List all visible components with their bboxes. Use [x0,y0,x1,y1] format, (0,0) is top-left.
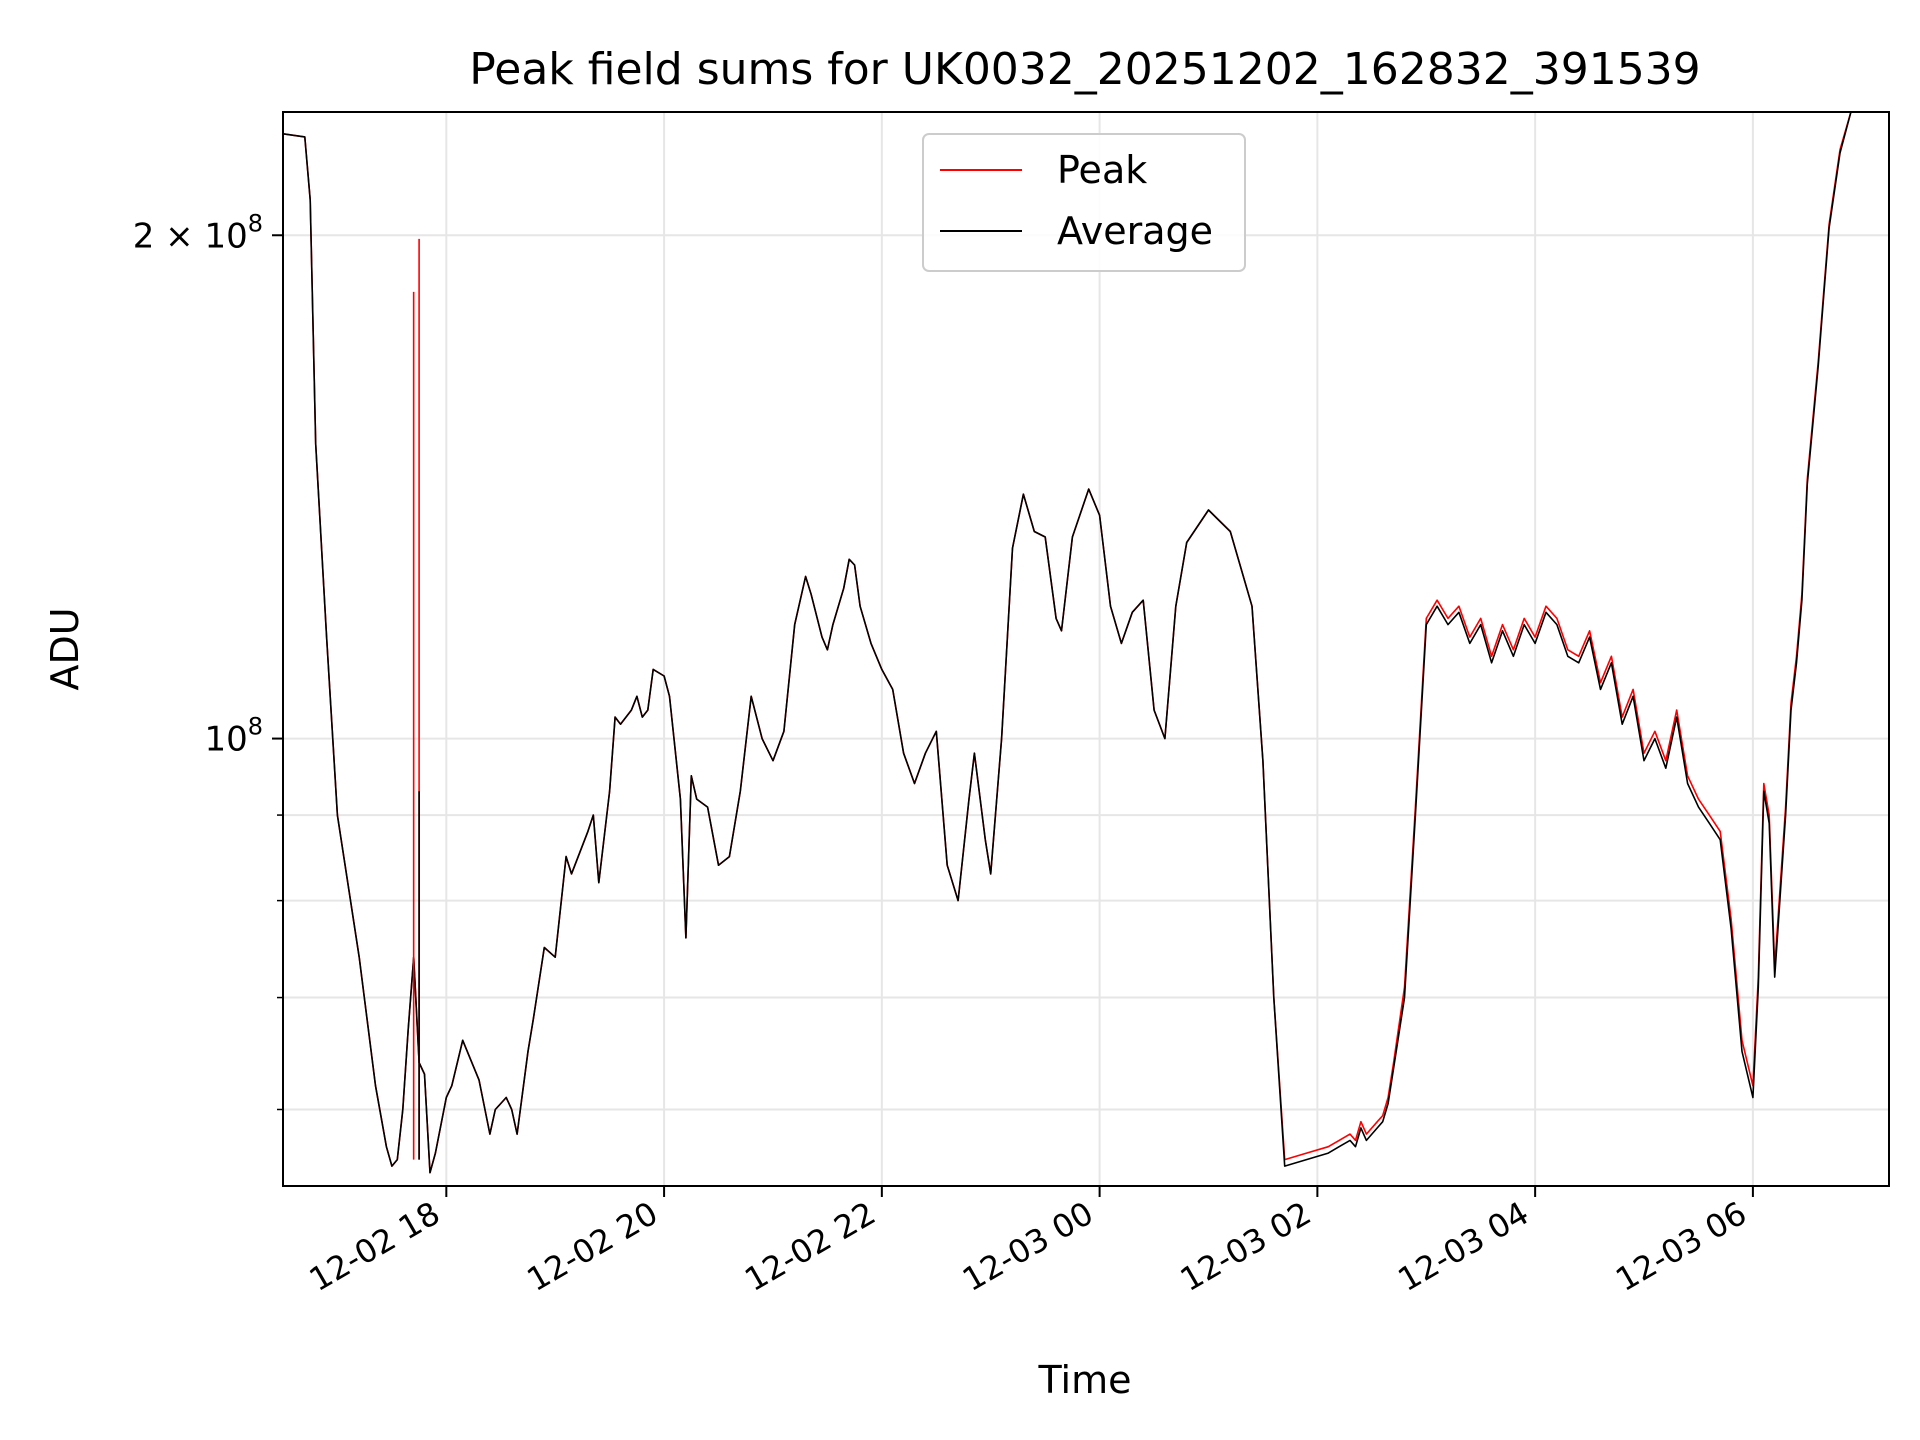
chart-title: Peak field sums for UK0032_20251202_1628… [469,44,1700,95]
legend: Peak Average [922,133,1246,272]
legend-peak-label: Peak [1057,148,1147,192]
plot-series [283,112,1852,1174]
x-axis-label: Time [1038,1358,1132,1402]
plot-frame [282,111,1890,1187]
x-tick-label: 12-02 22 [738,1194,882,1299]
x-tick-label: 12-03 00 [956,1194,1100,1299]
x-tick-label: 12-02 20 [520,1194,664,1299]
x-tick-label: 12-02 18 [303,1194,447,1299]
y-tick-label: 2 × 108 [133,209,263,256]
x-tick-label: 12-03 04 [1392,1194,1536,1299]
legend-box [922,133,1246,272]
y-axis-label: ADU [43,607,87,690]
series-line-average [283,112,1852,1174]
y-tick-label: 108 [204,713,263,760]
x-axis: 12-02 18 12-02 20 12-02 22 12-03 00 12-03 02… [303,1186,1754,1299]
x-tick-label: 12-03 06 [1609,1194,1753,1299]
legend-average-label: Average [1057,209,1213,253]
grid-lines [283,112,1889,1186]
y-axis: 108 2 × 108 [133,209,283,1111]
x-tick-label: 12-03 02 [1174,1194,1318,1299]
